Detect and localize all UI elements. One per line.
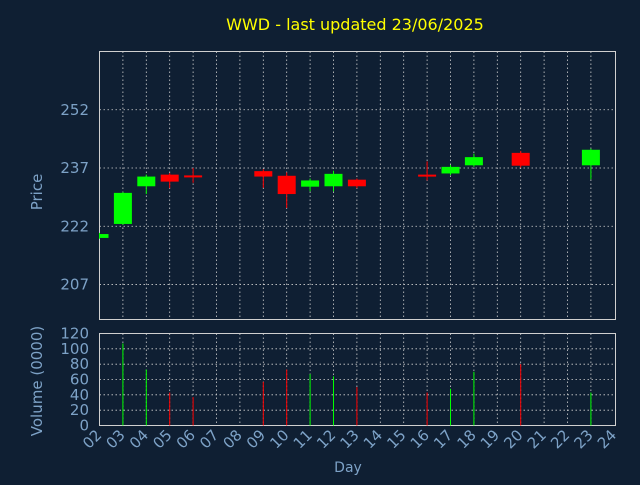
- volume-tick-label: 120: [60, 325, 89, 343]
- candle-body: [137, 176, 156, 187]
- volume-tick-label: 100: [60, 340, 89, 358]
- volume-tick-label: 80: [70, 355, 89, 373]
- candle: [137, 174, 156, 195]
- candles: [99, 148, 600, 239]
- candle: [160, 173, 179, 189]
- x-axis-label: Day: [334, 460, 362, 476]
- volume-tick-label: 20: [70, 401, 89, 419]
- volume-axis-label: Volume (0000): [28, 326, 46, 436]
- candle: [184, 168, 203, 183]
- candle: [301, 178, 320, 192]
- candle-body: [277, 175, 296, 195]
- candle-body: [511, 152, 530, 166]
- candle-body: [254, 171, 273, 177]
- candle-body: [581, 149, 600, 166]
- candle-body: [113, 192, 132, 224]
- candle-body: [301, 180, 320, 187]
- candle: [254, 169, 273, 188]
- price-tick-label: 237: [60, 159, 89, 177]
- candle: [418, 161, 437, 181]
- candle-body: [464, 157, 483, 166]
- price-tick-labels: 207 222 237 252: [60, 101, 89, 294]
- volume-bars: [122, 343, 592, 426]
- candle: [581, 148, 600, 180]
- price-tick-label: 207: [60, 276, 89, 294]
- volume-tick-label: 0: [79, 417, 89, 435]
- price-grid: [99, 51, 616, 320]
- candle: [441, 164, 460, 176]
- price-tick-label: 222: [60, 217, 89, 235]
- candle-body: [184, 175, 203, 178]
- candle: [347, 178, 366, 189]
- chart-title: WWD - last updated 23/06/2025: [226, 15, 484, 34]
- candle: [324, 170, 343, 192]
- candle: [464, 153, 483, 167]
- candle: [113, 192, 132, 225]
- candle-body: [347, 179, 366, 187]
- price-tick-label: 252: [60, 101, 89, 119]
- candle-body: [100, 234, 109, 238]
- candle: [511, 150, 530, 168]
- volume-tick-label: 60: [70, 371, 89, 389]
- price-panel-frame: [99, 51, 616, 320]
- candle-body: [160, 174, 179, 182]
- candle-body: [441, 166, 460, 174]
- candle-body: [418, 174, 437, 177]
- candle: [277, 172, 296, 209]
- candle-body: [324, 173, 343, 187]
- x-tick-labels: 0203040506070809101112131415161718192021…: [79, 426, 620, 452]
- volume-tick-label: 40: [70, 386, 89, 404]
- price-axis-label: Price: [28, 174, 46, 211]
- candle: [99, 232, 109, 239]
